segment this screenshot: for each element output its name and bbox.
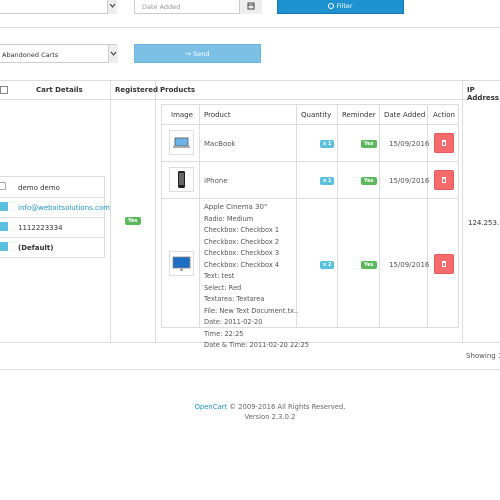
- opencart-link[interactable]: OpenCart: [194, 403, 228, 411]
- products-header-quantity: Quantity: [301, 111, 332, 119]
- table-bottom-border: [0, 342, 500, 343]
- product-option: Checkbox: Checkbox 2: [204, 237, 280, 246]
- divider: [0, 369, 500, 370]
- product-option: Checkbox: Checkbox 4: [204, 260, 280, 269]
- footer-version: Version 2.3.0.2: [244, 413, 296, 421]
- header-products[interactable]: Products: [160, 86, 196, 94]
- product-option: Date & Time: 2011-02-20 22:25: [204, 341, 309, 349]
- date-added-value: 15/09/2016: [389, 261, 430, 269]
- calendar-button[interactable]: [239, 0, 262, 14]
- send-button-label: Send: [193, 50, 210, 58]
- iphone-thumbnail: [169, 167, 194, 192]
- delete-button[interactable]: [434, 254, 454, 274]
- reminder-badge: Yes: [361, 140, 377, 148]
- footer-copyright: OpenCart © 2009-2016 All Rights Reserved…: [0, 402, 500, 412]
- reminder-badge: Yes: [361, 177, 377, 185]
- quantity-badge: x 2: [320, 261, 335, 269]
- product-option: File: New Text Document.tx..: [204, 306, 299, 315]
- select-all-checkbox[interactable]: [0, 86, 8, 94]
- cart-type-select[interactable]: Abandoned Carts: [0, 44, 118, 63]
- envelope-icon: [0, 202, 8, 211]
- product-name-iphone: iPhone: [204, 177, 228, 185]
- col-divider: [110, 80, 111, 342]
- registered-badge: Yes: [125, 217, 141, 225]
- customer-email[interactable]: info@webxitsolutions.com: [18, 204, 110, 212]
- product-option: Text: test: [204, 272, 235, 280]
- date-added-value: 15/09/2016: [389, 177, 430, 185]
- customer-group: (Default): [18, 244, 54, 252]
- customer-phone: 1112223334: [18, 224, 63, 232]
- calendar-icon: [247, 2, 255, 10]
- products-header-reminder: Reminder: [342, 111, 376, 119]
- filter-button-label: Filter: [336, 2, 353, 10]
- footer: OpenCart © 2009-2016 All Rights Reserved…: [0, 402, 500, 422]
- delete-button[interactable]: [434, 170, 454, 190]
- customer-card: demo demo info@webxitsolutions.com 11122…: [0, 176, 110, 258]
- products-header-image: Image: [171, 111, 193, 119]
- quantity-badge: x 1: [320, 177, 335, 185]
- product-option: Textarea: Textarea: [204, 295, 265, 303]
- product-name-macbook: MacBook: [204, 140, 236, 148]
- products-header-date-added: Date Added: [384, 111, 426, 119]
- product-option: Checkbox: Checkbox 1: [204, 226, 280, 234]
- header-cart-details[interactable]: Cart Details: [36, 86, 83, 94]
- phone-icon: [0, 222, 8, 231]
- cart-type-value: Abandoned Carts: [2, 51, 59, 59]
- reminder-badge: Yes: [361, 261, 377, 269]
- product-option: Date: 2011-02-20: [204, 318, 263, 326]
- product-name-apple-cinema: Apple Cinema 30": [204, 203, 268, 211]
- send-button[interactable]: ↪ Send: [134, 44, 261, 63]
- group-icon: [0, 242, 8, 251]
- products-header-action: Action: [433, 111, 455, 119]
- col-divider: [155, 80, 156, 342]
- delete-button[interactable]: [434, 133, 454, 153]
- product-option: Radio: Medium: [204, 214, 254, 223]
- table-header-border: [0, 99, 500, 100]
- filter-button[interactable]: Filter: [277, 0, 404, 14]
- date-added-placeholder: Date Added: [142, 3, 181, 11]
- user-icon: [0, 182, 6, 190]
- products-header-product: Product: [204, 111, 231, 119]
- date-added-input[interactable]: Date Added: [134, 0, 262, 14]
- col-divider: [462, 80, 463, 342]
- header-ip-address[interactable]: IP Address: [467, 86, 499, 102]
- pagination-summary: Showing 1 t: [466, 352, 500, 360]
- product-option: Select: Red: [204, 283, 242, 292]
- apple-cinema-thumbnail: [169, 251, 194, 276]
- table-top-border: [0, 80, 500, 81]
- product-details-apple-cinema: Apple Cinema 30" Radio: Medium Checkbox:…: [204, 202, 309, 352]
- quantity-badge: x 1: [320, 140, 335, 148]
- customer-name: demo demo: [18, 184, 60, 192]
- product-option: Checkbox: Checkbox 3: [204, 249, 280, 257]
- footer-copyright-text: © 2009-2016 All Rights Reserved.: [227, 403, 346, 411]
- filter-select-top[interactable]: [0, 0, 117, 14]
- products-table: Image Product Quantity Reminder Date Add…: [161, 104, 459, 349]
- macbook-thumbnail: [169, 130, 194, 155]
- date-added-value: 15/09/2016: [389, 140, 430, 148]
- search-icon: [328, 3, 335, 9]
- header-registered[interactable]: Registered: [115, 86, 159, 94]
- ip-address-value: 124.253.1: [468, 219, 500, 227]
- chevron-down-icon: [107, 0, 117, 14]
- product-option: Time: 22:25: [204, 329, 244, 338]
- divider: [0, 27, 500, 28]
- chevron-down-icon: [108, 45, 118, 63]
- share-icon: ↪: [185, 50, 191, 58]
